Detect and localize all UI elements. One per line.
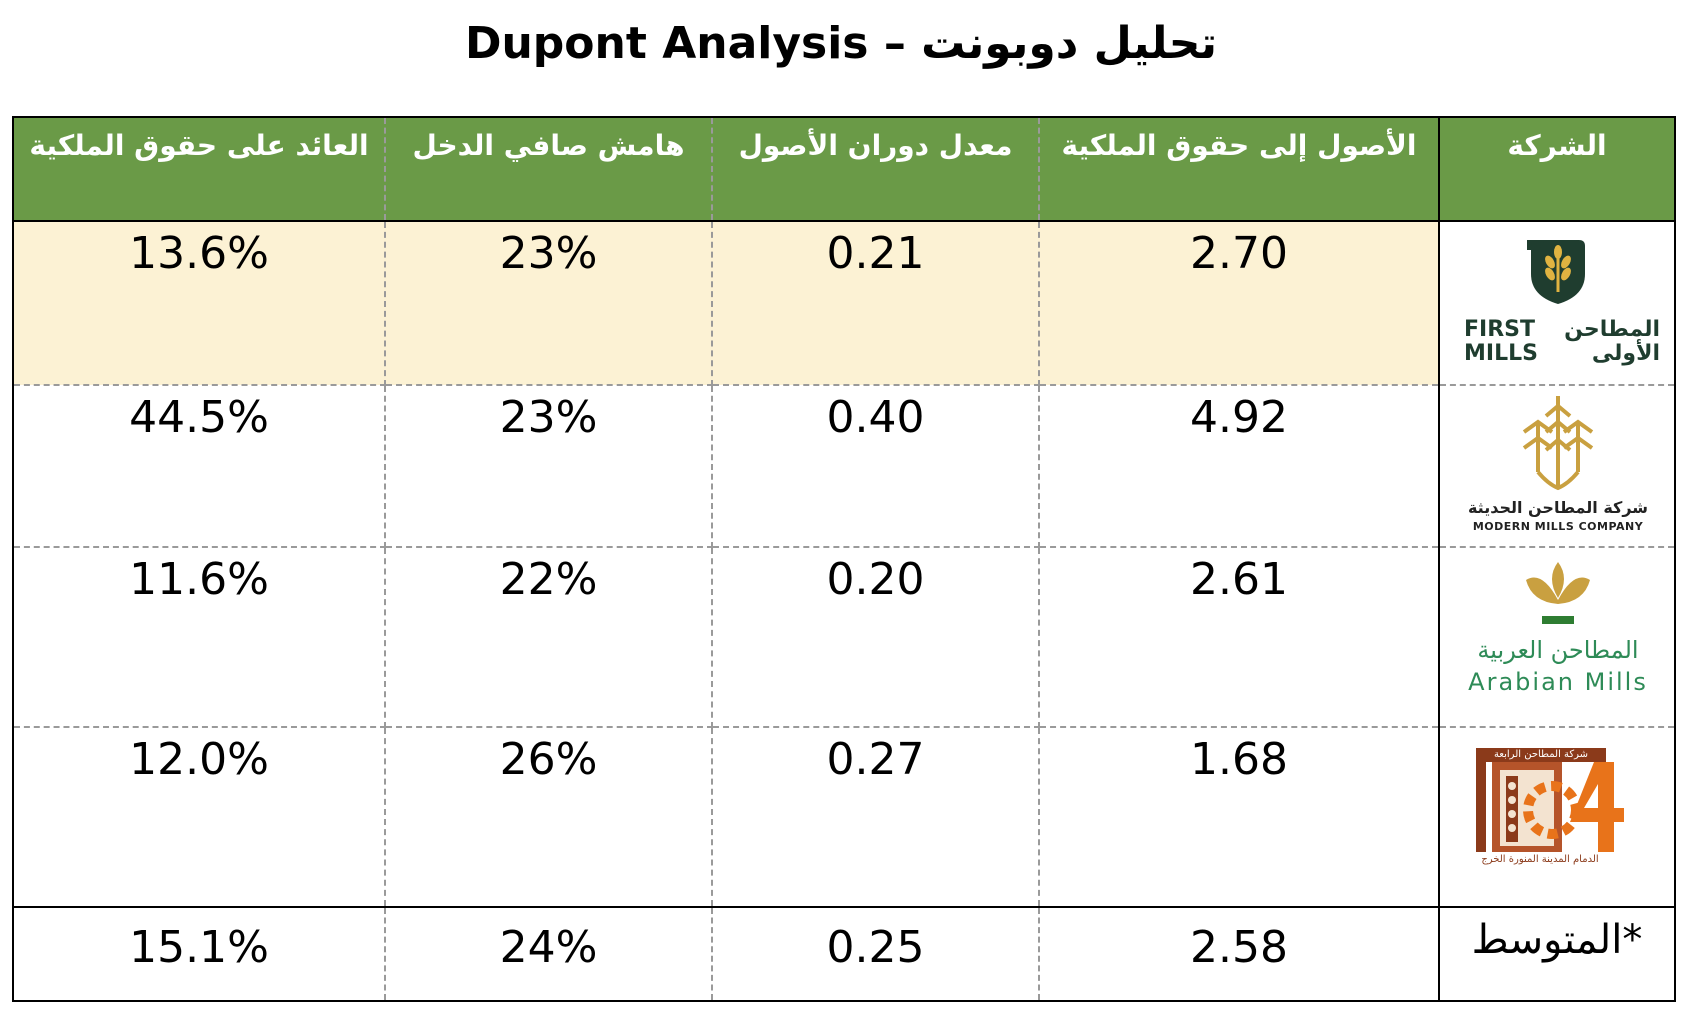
assets-to-equity-cell: 4.92 [1039, 385, 1440, 548]
gear-four-icon [1476, 762, 1624, 852]
fourth-mills-text-top: شركة المطاحن الرابعة [1476, 748, 1606, 762]
table-row: 11.6% 22% 0.20 2.61 المطاحن العربية Arab… [13, 547, 1675, 728]
avg-net-margin-cell: 24% [385, 906, 713, 1001]
first-mills-text-ar-1: المطاحن [1564, 317, 1660, 342]
wheat-leaves-icon [1526, 562, 1590, 624]
assets-to-equity-cell: 2.61 [1039, 547, 1440, 728]
dupont-table: العائد على حقوق الملكية هامش صافي الدخل … [12, 116, 1676, 1002]
assets-to-equity-cell: 2.70 [1039, 221, 1440, 386]
avg-assets-to-equity-cell: 2.58 [1039, 906, 1440, 1001]
header-net-margin: هامش صافي الدخل [385, 117, 713, 222]
company-logo-first-mills: FIRST MILLS المطاحن الأولى [1438, 221, 1675, 386]
company-logo-arabian-mills: المطاحن العربية Arabian Mills [1438, 547, 1675, 728]
net-margin-cell: 26% [385, 727, 713, 908]
roe-cell: 44.5% [13, 385, 386, 548]
asset-turnover-cell: 0.20 [712, 547, 1040, 728]
arabian-mills-text-en: Arabian Mills [1468, 668, 1648, 696]
header-asset-turnover: معدل دوران الأصول [712, 117, 1040, 222]
roe-cell: 12.0% [13, 727, 386, 908]
first-mills-text-en-1: FIRST [1464, 317, 1536, 342]
table-row: 44.5% 23% 0.40 4.92 [13, 385, 1675, 548]
first-mills-text-en-2: MILLS [1464, 341, 1538, 366]
header-company: الشركة [1438, 117, 1675, 222]
header-assets-to-equity: الأصول إلى حقوق الملكية [1039, 117, 1440, 222]
asset-turnover-cell: 0.27 [712, 727, 1040, 908]
arabian-mills-text-ar: المطاحن العربية [1477, 636, 1639, 664]
table-header-row: العائد على حقوق الملكية هامش صافي الدخل … [13, 117, 1675, 222]
net-margin-cell: 22% [385, 547, 713, 728]
table-row: 12.0% 26% 0.27 1.68 شركة المطاحن الرابعة [13, 727, 1675, 908]
page-title: Dupont Analysis – تحليل دوبونت [464, 18, 1218, 69]
asset-turnover-cell: 0.40 [712, 385, 1040, 548]
header-roe: العائد على حقوق الملكية [13, 117, 386, 222]
average-row: 15.1% 24% 0.25 2.58 المتوسط* [13, 906, 1675, 1001]
wheat-stalks-icon [1522, 396, 1594, 491]
roe-cell: 13.6% [13, 221, 386, 386]
roe-cell: 11.6% [13, 547, 386, 728]
wheat-shield-icon [1527, 240, 1585, 304]
assets-to-equity-cell: 1.68 [1039, 727, 1440, 908]
avg-asset-turnover-cell: 0.25 [712, 906, 1040, 1001]
avg-roe-cell: 15.1% [13, 906, 386, 1001]
company-logo-modern-mills: شركة المطاحن الحديثة MODERN MILLS COMPAN… [1438, 385, 1675, 548]
modern-mills-text-en: MODERN MILLS COMPANY [1472, 520, 1644, 533]
asset-turnover-cell: 0.21 [712, 221, 1040, 386]
modern-mills-text-ar: شركة المطاحن الحديثة [1467, 498, 1649, 517]
net-margin-cell: 23% [385, 385, 713, 548]
fourth-mills-text-bottom: الدمام المدينة المنورة الخرج [1481, 854, 1599, 865]
average-label: المتوسط* [1438, 906, 1675, 1001]
company-logo-fourth-mills: شركة المطاحن الرابعة الدمام ال [1438, 727, 1675, 908]
net-margin-cell: 23% [385, 221, 713, 386]
first-mills-text-ar-2: الأولى [1591, 341, 1660, 366]
table-row: 13.6% 23% 0.21 2.70 [13, 221, 1675, 386]
